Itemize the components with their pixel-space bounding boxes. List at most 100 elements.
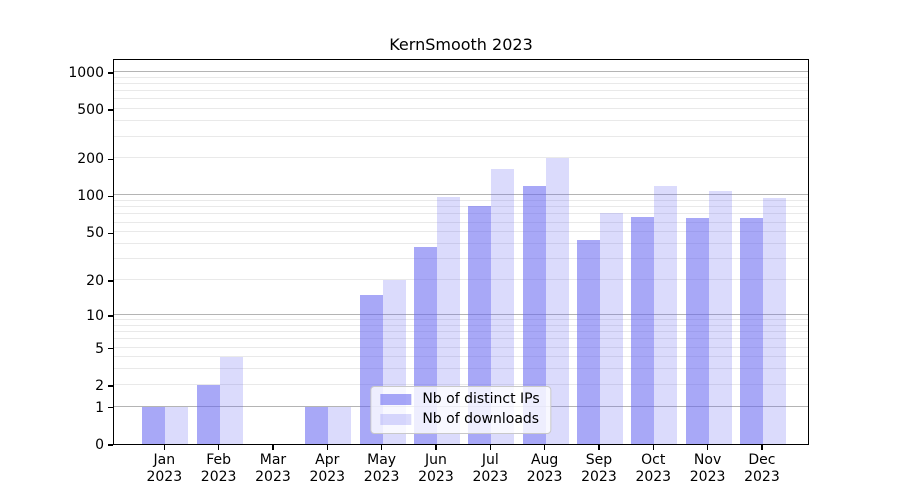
bar-downloads	[545, 158, 569, 444]
x-tick-mark	[761, 445, 763, 450]
bar-distinct-ips	[576, 240, 600, 444]
y-tick-mark	[108, 195, 113, 198]
x-tick-mark	[326, 445, 329, 450]
minor-gridline	[114, 108, 808, 110]
minor-gridline	[114, 356, 808, 358]
x-tick-label: Sep 2023	[581, 452, 617, 485]
minor-gridline	[114, 279, 808, 281]
y-tick-mark	[108, 109, 113, 111]
bar-downloads	[654, 185, 678, 444]
x-tick-mark	[706, 445, 709, 450]
y-tick-mark	[108, 406, 113, 409]
legend-swatch-distinct-ips	[380, 394, 412, 405]
bar-downloads	[599, 212, 623, 444]
bar-distinct-ips	[196, 384, 220, 444]
y-tick-mark	[108, 72, 113, 74]
x-tick-mark	[380, 445, 383, 450]
minor-gridline	[114, 135, 808, 137]
x-tick-label: Apr 2023	[309, 452, 346, 485]
major-gridline	[114, 194, 808, 196]
bar-distinct-ips	[468, 206, 492, 444]
minor-gridline	[114, 243, 808, 245]
y-tick-label: 1	[95, 399, 104, 416]
legend-label: Nb of downloads	[422, 411, 540, 427]
x-tick-mark	[272, 445, 274, 450]
x-tick-mark	[652, 445, 655, 450]
x-tick-label: Nov 2023	[689, 452, 726, 485]
y-tick-label: 20	[86, 273, 104, 290]
chart-title: KernSmooth 2023	[389, 35, 533, 54]
y-tick-label: 50	[86, 225, 104, 242]
minor-gridline	[114, 206, 808, 208]
major-gridline	[114, 70, 808, 72]
y-tick-label: 2	[95, 377, 104, 394]
bar-distinct-ips	[305, 406, 329, 444]
plot-area: Nb of distinct IPs Nb of downloads	[113, 59, 809, 445]
minor-gridline	[114, 200, 808, 202]
bar-distinct-ips	[631, 216, 655, 444]
minor-gridline	[114, 231, 808, 233]
minor-gridline	[114, 338, 808, 340]
y-tick-label: 10	[86, 307, 104, 324]
x-tick-label: Aug 2023	[526, 452, 563, 485]
y-tick-mark	[108, 315, 113, 317]
minor-gridline	[114, 221, 808, 223]
y-tick-label: 0	[95, 437, 104, 453]
legend-swatch-downloads	[380, 414, 412, 425]
minor-gridline	[114, 324, 808, 326]
y-tick-mark	[108, 232, 113, 234]
x-tick-label: Jun 2023	[418, 452, 454, 485]
x-tick-label: Dec 2023	[744, 452, 780, 485]
bar-downloads	[436, 196, 460, 444]
minor-gridline	[114, 319, 808, 320]
y-tick-label: 100	[77, 188, 104, 205]
bar-distinct-ips	[142, 406, 166, 444]
x-tick-mark	[435, 445, 437, 450]
bar-distinct-ips	[739, 218, 763, 444]
minor-gridline	[114, 90, 808, 92]
minor-gridline	[114, 258, 808, 260]
y-tick-mark	[108, 347, 113, 350]
y-tick-label: 5	[95, 340, 104, 357]
minor-gridline	[114, 346, 808, 348]
legend-item-distinct-ips: Nb of distinct IPs	[380, 391, 540, 407]
y-tick-label: 500	[77, 102, 104, 119]
bar-downloads	[491, 168, 515, 444]
bar-downloads	[328, 406, 352, 444]
x-tick-mark	[217, 445, 220, 450]
minor-gridline	[114, 213, 808, 215]
legend: Nb of distinct IPs Nb of downloads	[370, 386, 552, 434]
bar-distinct-ips	[522, 185, 546, 444]
x-tick-mark	[489, 445, 492, 450]
minor-gridline	[114, 76, 808, 78]
legend-item-downloads: Nb of downloads	[380, 412, 539, 427]
legend-label: Nb of distinct IPs	[422, 391, 540, 407]
x-tick-label: Jan 2023	[146, 452, 183, 485]
minor-gridline	[114, 120, 808, 122]
minor-gridline	[114, 157, 808, 159]
x-tick-label: Jul 2023	[472, 452, 509, 485]
y-tick-mark	[108, 444, 113, 446]
x-tick-mark	[598, 445, 600, 450]
y-tick-mark	[108, 158, 113, 161]
y-tick-label: 1000	[68, 64, 104, 81]
y-tick-mark	[108, 385, 113, 387]
minor-gridline	[114, 331, 808, 333]
y-tick-mark	[108, 280, 113, 282]
y-tick-label: 200	[77, 151, 104, 168]
x-tick-label: Mar 2023	[255, 452, 291, 485]
major-gridline	[114, 313, 808, 315]
bar-downloads	[708, 191, 732, 444]
minor-gridline	[114, 383, 808, 385]
x-tick-label: Feb 2023	[200, 452, 237, 485]
x-tick-label: Oct 2023	[635, 452, 672, 485]
x-tick-label: May 2023	[363, 452, 400, 485]
bar-downloads	[762, 198, 786, 444]
minor-gridline	[114, 82, 808, 84]
bar-downloads	[219, 357, 243, 444]
bar-downloads	[165, 406, 189, 444]
minor-gridline	[114, 98, 808, 100]
x-tick-mark	[163, 445, 166, 450]
minor-gridline	[114, 368, 808, 370]
